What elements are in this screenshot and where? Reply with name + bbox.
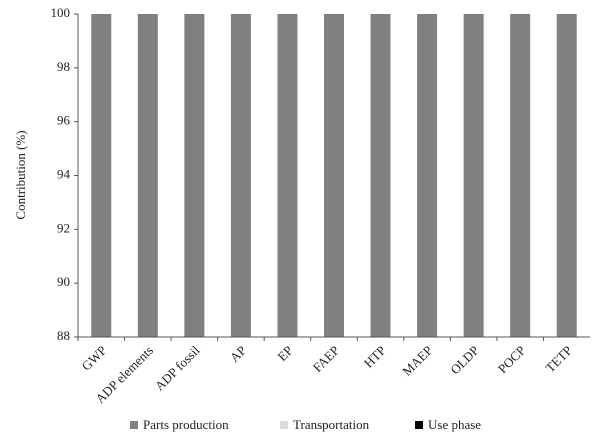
bar-segment <box>91 14 112 337</box>
bar-segment <box>463 14 484 337</box>
x-tick-label: AP <box>227 343 249 365</box>
y-tick-label: 96 <box>57 113 71 128</box>
bar-segment <box>277 14 298 337</box>
y-tick-label: 90 <box>57 274 70 289</box>
x-tick-label: POCP <box>495 343 529 377</box>
legend-label: Parts production <box>143 417 229 432</box>
x-tick-label: EP <box>274 343 295 364</box>
bar-segment <box>417 14 438 337</box>
legend-swatch <box>130 421 138 429</box>
legend-swatch <box>415 421 423 429</box>
bar-segment <box>184 14 205 337</box>
x-tick-label: FAEP <box>310 343 342 375</box>
legend-label: Transportation <box>293 417 370 432</box>
y-tick-label: 94 <box>57 166 71 181</box>
bar-segment <box>510 14 531 337</box>
bar-segment <box>324 14 344 337</box>
legend-swatch <box>280 421 288 429</box>
x-tick-label: TETP <box>542 343 575 376</box>
y-axis-label: Contribution (%) <box>13 130 28 219</box>
y-tick-label: 92 <box>57 220 70 235</box>
y-tick-label: 88 <box>57 328 70 343</box>
bar-segment <box>230 14 251 337</box>
bar-segment <box>370 14 391 337</box>
y-tick-label: 100 <box>51 5 71 20</box>
x-tick-label: GWP <box>78 343 109 374</box>
legend-label: Use phase <box>428 417 481 432</box>
x-tick-label: HTP <box>361 343 389 371</box>
bar-segment <box>556 14 577 337</box>
x-tick-label: MAEP <box>399 343 435 379</box>
x-tick-label: OLDP <box>447 343 482 378</box>
bar-segment <box>137 14 158 337</box>
y-tick-label: 98 <box>57 59 70 74</box>
x-tick-label: ADP fossil <box>152 342 203 393</box>
